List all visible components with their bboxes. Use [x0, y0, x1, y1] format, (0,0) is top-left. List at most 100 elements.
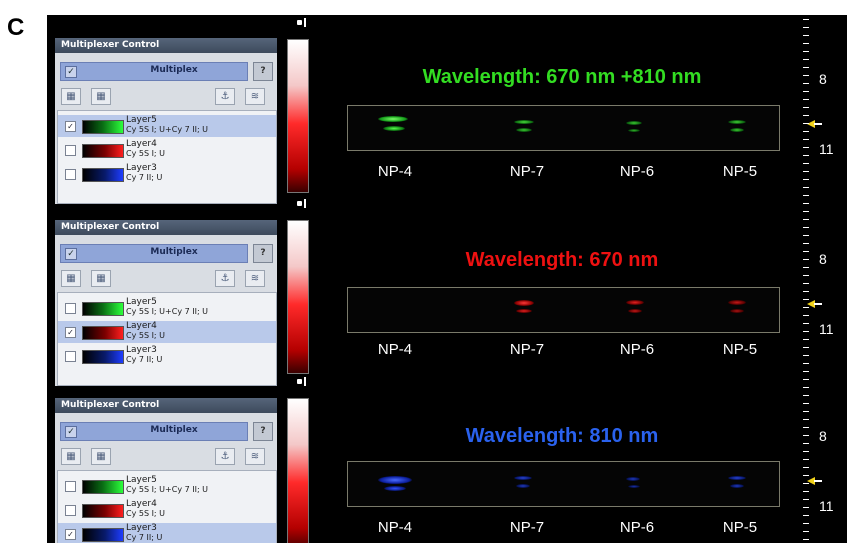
depth-marker-icon: [807, 120, 822, 128]
scale-tick: [803, 35, 809, 36]
red-swatch: [82, 326, 124, 340]
layer-item-layer3[interactable]: Layer3 Cy 7 II; U: [58, 163, 276, 185]
help-button[interactable]: ?: [253, 62, 273, 81]
np-label: NP-4: [377, 163, 413, 180]
np-spot: [383, 126, 405, 131]
layer3-checkbox[interactable]: [65, 169, 76, 180]
layer-item-layer3[interactable]: Layer3 Cy 7 II; U: [58, 345, 276, 367]
help-button[interactable]: ?: [253, 422, 273, 441]
scale-tick: [803, 187, 809, 188]
wavelength-title: Wavelength: 670 nm: [465, 249, 659, 271]
multiplex-checkbox[interactable]: ✓: [65, 66, 77, 78]
layer4-checkbox[interactable]: [65, 505, 76, 516]
np-label: NP-6: [619, 519, 655, 536]
multiplex-toggle[interactable]: ✓ Multiplex: [60, 422, 248, 441]
scale-label-11: 11: [819, 498, 834, 514]
layer5-checkbox[interactable]: ✓: [65, 121, 76, 132]
anchor-icon[interactable]: ⚓: [215, 448, 235, 465]
stack-icon[interactable]: ≋: [245, 88, 265, 105]
multiplex-toggle[interactable]: ✓ Multiplex: [60, 244, 248, 263]
scale-tick: [803, 51, 809, 52]
np-label: NP-4: [377, 519, 413, 536]
layer-item-layer4[interactable]: Layer4 Cy 5S I; U: [58, 139, 276, 161]
scale-tick: [803, 499, 809, 500]
layer-name: Layer5: [126, 475, 157, 485]
layer4-checkbox[interactable]: [65, 145, 76, 156]
colorbar-handle[interactable]: [297, 199, 306, 208]
green-swatch: [82, 120, 124, 134]
anchor-icon[interactable]: ⚓: [215, 88, 235, 105]
multiplex-checkbox[interactable]: ✓: [65, 248, 77, 260]
layer-item-layer3[interactable]: ✓ Layer3 Cy 7 II; U: [58, 523, 276, 543]
np-spot: [628, 309, 642, 313]
scale-tick: [803, 483, 809, 484]
layers-tool-icon[interactable]: ▦: [61, 270, 81, 287]
intensity-colorbar[interactable]: [287, 39, 309, 193]
np-spot: [728, 300, 746, 305]
layer-list: Layer5 Cy 5S I; U+Cy 7 II; U Layer4 Cy 5…: [57, 470, 277, 543]
np-image-strip: [347, 287, 780, 333]
np-spot: [516, 309, 532, 313]
np-spot: [628, 485, 640, 488]
scale-tick: [803, 155, 809, 156]
scale-tick: [803, 355, 809, 356]
multiplex-checkbox[interactable]: ✓: [65, 426, 77, 438]
scale-tick: [803, 251, 809, 252]
scale-tick: [803, 43, 809, 44]
help-button[interactable]: ?: [253, 244, 273, 263]
scale-tick: [803, 507, 809, 508]
scale-tick: [803, 59, 809, 60]
np-label: NP-6: [619, 163, 655, 180]
scale-tick: [803, 347, 809, 348]
layer-item-layer5[interactable]: Layer5 Cy 5S I; U+Cy 7 II; U: [58, 475, 276, 497]
np-spot: [514, 476, 532, 480]
layers-tool-icon[interactable]: ▦: [61, 88, 81, 105]
layer-subtitle: Cy 5S I; U: [126, 331, 166, 340]
layer4-checkbox[interactable]: ✓: [65, 327, 76, 338]
layer-item-layer5[interactable]: Layer5 Cy 5S I; U+Cy 7 II; U: [58, 297, 276, 319]
np-image-strip: [347, 105, 780, 151]
blue-swatch: [82, 168, 124, 182]
layers-edit-icon[interactable]: ▦: [91, 448, 111, 465]
colorbar-handle[interactable]: [297, 18, 306, 27]
anchor-icon[interactable]: ⚓: [215, 270, 235, 287]
red-swatch: [82, 144, 124, 158]
layer-item-layer4[interactable]: ✓ Layer4 Cy 5S I; U: [58, 321, 276, 343]
np-image-strip: [347, 461, 780, 507]
layer-subtitle: Cy 5S I; U+Cy 7 II; U: [126, 485, 209, 494]
scale-label-11: 11: [819, 321, 834, 337]
scale-tick: [803, 339, 809, 340]
multiplexer-control-panel: Multiplexer Control ✓ Multiplex ? ▦ ▦ ⚓ …: [55, 220, 277, 386]
layer5-checkbox[interactable]: [65, 481, 76, 492]
scale-tick: [803, 539, 809, 540]
colorbar-handle[interactable]: [297, 377, 306, 386]
scale-tick: [803, 171, 809, 172]
multiplex-label: Multiplex: [150, 425, 198, 435]
layer-subtitle: Cy 5S I; U: [126, 509, 166, 518]
scale-tick: [803, 435, 809, 436]
stack-icon[interactable]: ≋: [245, 448, 265, 465]
layer-item-layer4[interactable]: Layer4 Cy 5S I; U: [58, 499, 276, 521]
intensity-colorbar[interactable]: [287, 220, 309, 374]
layers-tool-icon[interactable]: ▦: [61, 448, 81, 465]
layers-edit-icon[interactable]: ▦: [91, 270, 111, 287]
scale-tick: [803, 131, 809, 132]
np-spot: [378, 476, 412, 484]
layer5-checkbox[interactable]: [65, 303, 76, 314]
np-spot: [728, 120, 746, 124]
np-spot: [730, 309, 744, 313]
stack-icon[interactable]: ≋: [245, 270, 265, 287]
scale-tick: [803, 395, 809, 396]
scale-tick: [803, 379, 809, 380]
multiplex-toggle[interactable]: ✓ Multiplex: [60, 62, 248, 81]
intensity-colorbar[interactable]: [287, 398, 309, 543]
layer-item-layer5[interactable]: ✓ Layer5 Cy 5S I; U+Cy 7 II; U: [58, 115, 276, 137]
np-label: NP-5: [722, 519, 758, 536]
layer3-checkbox[interactable]: ✓: [65, 529, 76, 540]
multiplex-label: Multiplex: [150, 65, 198, 75]
layer3-checkbox[interactable]: [65, 351, 76, 362]
scale-tick: [803, 419, 809, 420]
layers-edit-icon[interactable]: ▦: [91, 88, 111, 105]
scale-tick: [803, 139, 809, 140]
scale-tick: [803, 115, 809, 116]
